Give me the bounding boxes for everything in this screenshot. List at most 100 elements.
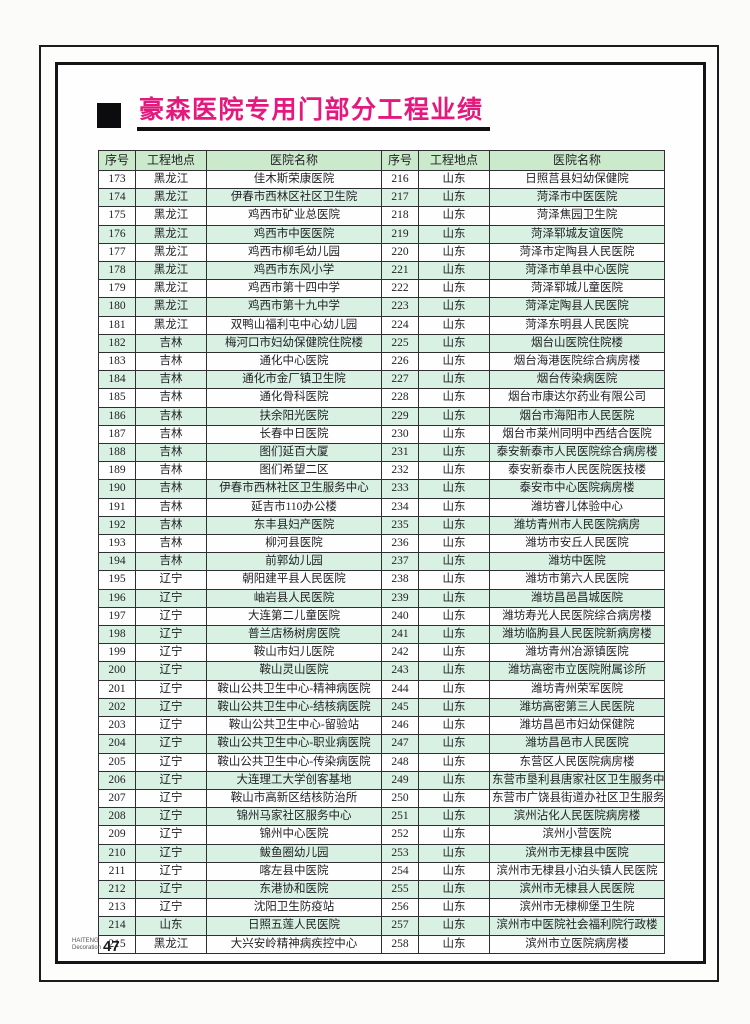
title-bullet-square — [97, 103, 121, 128]
serial-cell: 211 — [98, 861, 136, 881]
hospital-cell: 潍坊高密市立医院附属诊所 — [489, 661, 665, 681]
header-location-right: 工程地点 — [418, 150, 490, 171]
hospital-cell: 东港协和医院 — [206, 879, 382, 900]
serial-cell: 224 — [381, 315, 419, 335]
hospital-cell: 沈阳卫生防疫站 — [206, 898, 382, 918]
serial-cell: 191 — [98, 497, 136, 517]
table-row: 192 吉林 东丰县妇产医院 235 山东 潍坊青州市人民医院病房 — [98, 515, 665, 536]
location-cell: 山东 — [418, 788, 490, 809]
hospital-cell: 通化市金厂镇卫生院 — [206, 370, 382, 390]
table-row: 173 黑龙江 佳木斯荣康医院 216 山东 日照莒县妇幼保健院 — [98, 169, 665, 190]
serial-cell: 250 — [381, 788, 419, 809]
serial-cell: 231 — [381, 443, 419, 463]
table-row: 191 吉林 延吉市110办公楼 234 山东 潍坊睿儿体验中心 — [98, 497, 665, 517]
table-row: 188 吉林 图们延百大厦 231 山东 泰安新泰市人民医院综合病房楼 — [98, 443, 665, 463]
hospital-cell: 烟台海港医院综合病房楼 — [489, 352, 665, 372]
serial-cell: 254 — [381, 861, 419, 881]
table-row: 177 黑龙江 鸡西市柳毛幼儿园 220 山东 菏泽市定陶县人民医院 — [98, 242, 665, 263]
serial-cell: 207 — [98, 788, 136, 809]
location-cell: 山东 — [418, 843, 490, 863]
serial-cell: 228 — [381, 388, 419, 408]
serial-cell: 177 — [98, 242, 136, 263]
location-cell: 吉林 — [135, 552, 207, 572]
hospital-cell: 日照莒县妇幼保健院 — [489, 169, 665, 190]
hospital-cell: 前郭幼儿园 — [206, 552, 382, 572]
hospital-cell: 鞍山市高新区结核防治所 — [206, 788, 382, 809]
serial-cell: 241 — [381, 625, 419, 645]
table-row: 180 黑龙江 鸡西市第十九中学 223 山东 菏泽定陶县人民医院 — [98, 297, 665, 317]
hospital-cell: 鞍山公共卫生中心-传染病医院 — [206, 752, 382, 772]
serial-cell: 181 — [98, 315, 136, 335]
serial-cell: 242 — [381, 643, 419, 663]
hospital-cell: 锦州中心医院 — [206, 825, 382, 845]
hospital-cell: 潍坊睿儿体验中心 — [489, 497, 665, 517]
serial-cell: 184 — [98, 370, 136, 390]
location-cell: 辽宁 — [135, 825, 207, 845]
table-row: 175 黑龙江 鸡西市矿业总医院 218 山东 菏泽焦园卫生院 — [98, 206, 665, 226]
location-cell: 黑龙江 — [135, 315, 207, 335]
header-hospital-left: 医院名称 — [206, 150, 382, 171]
hospital-cell: 鸡西市柳毛幼儿园 — [206, 242, 382, 263]
hospital-cell: 潍坊昌邑市人民医院 — [489, 734, 665, 754]
location-cell: 吉林 — [135, 370, 207, 390]
serial-cell: 253 — [381, 843, 419, 863]
table-row: 211 辽宁 喀左县中医院 254 山东 滨州市无棣县小泊头镇人民医院 — [98, 861, 665, 881]
serial-cell: 193 — [98, 534, 136, 554]
hospital-cell: 菏泽郓城友谊医院 — [489, 224, 665, 244]
table-row: 208 辽宁 锦州马家社区服务中心 251 山东 滨州沾化人民医院病房楼 — [98, 807, 665, 827]
page-title: 豪森医院专用门部分工程业绩 — [137, 97, 490, 131]
location-cell: 山东 — [418, 643, 490, 663]
table-row: 213 辽宁 沈阳卫生防疫站 256 山东 滨州市无棣柳堡卫生院 — [98, 898, 665, 918]
brand-logo: HAITENG Decoration — [72, 938, 101, 952]
hospital-cell: 图们希望二区 — [206, 461, 382, 481]
serial-cell: 197 — [98, 606, 136, 627]
location-cell: 山东 — [418, 206, 490, 226]
table-row: 176 黑龙江 鸡西市中医医院 219 山东 菏泽郓城友谊医院 — [98, 224, 665, 244]
serial-cell: 179 — [98, 279, 136, 299]
serial-cell: 202 — [98, 697, 136, 718]
location-cell: 山东 — [418, 279, 490, 299]
table-row: 204 辽宁 鞍山公共卫生中心-职业病医院 247 山东 潍坊昌邑市人民医院 — [98, 734, 665, 754]
location-cell: 辽宁 — [135, 697, 207, 718]
table-body: 173 黑龙江 佳木斯荣康医院 216 山东 日照莒县妇幼保健院 174 黑龙江… — [98, 169, 665, 954]
serial-cell: 212 — [98, 879, 136, 900]
location-cell: 山东 — [418, 479, 490, 499]
serial-cell: 216 — [381, 169, 419, 190]
location-cell: 山东 — [418, 807, 490, 827]
table-row: 186 吉林 扶余阳光医院 229 山东 烟台市海阳市人民医院 — [98, 406, 665, 426]
serial-cell: 255 — [381, 879, 419, 900]
table-row: 185 吉林 通化骨科医院 228 山东 烟台市康达尔药业有限公司 — [98, 388, 665, 408]
serial-cell: 222 — [381, 279, 419, 299]
location-cell: 吉林 — [135, 497, 207, 517]
hospital-cell: 长春中日医院 — [206, 424, 382, 445]
table-header-row: 序号 工程地点 医院名称 序号 工程地点 医院名称 — [98, 150, 665, 171]
hospital-cell: 东营市广饶县街道办社区卫生服务中心 — [489, 788, 665, 809]
hospital-cell: 滨州市立医院病房楼 — [489, 934, 665, 954]
hospital-cell: 潍坊市第六人民医院 — [489, 570, 665, 590]
serial-cell: 195 — [98, 570, 136, 590]
location-cell: 山东 — [418, 934, 490, 954]
hospital-cell: 图们延百大厦 — [206, 443, 382, 463]
serial-cell: 190 — [98, 479, 136, 499]
location-cell: 辽宁 — [135, 588, 207, 608]
location-cell: 山东 — [418, 370, 490, 390]
location-cell: 山东 — [418, 661, 490, 681]
serial-cell: 209 — [98, 825, 136, 845]
location-cell: 吉林 — [135, 388, 207, 408]
table-row: 182 吉林 梅河口市妇幼保健院住院楼 225 山东 烟台山医院住院楼 — [98, 333, 665, 354]
serial-cell: 249 — [381, 770, 419, 790]
serial-cell: 256 — [381, 898, 419, 918]
serial-cell: 185 — [98, 388, 136, 408]
serial-cell: 220 — [381, 242, 419, 263]
hospital-cell: 梅河口市妇幼保健院住院楼 — [206, 333, 382, 354]
header-hospital-right: 医院名称 — [489, 150, 665, 171]
serial-cell: 243 — [381, 661, 419, 681]
hospital-cell: 鲅鱼圈幼儿园 — [206, 843, 382, 863]
header-serial-right: 序号 — [381, 150, 419, 171]
hospital-cell: 烟台山医院住院楼 — [489, 333, 665, 354]
location-cell: 山东 — [418, 261, 490, 281]
location-cell: 山东 — [418, 916, 490, 936]
location-cell: 山东 — [418, 333, 490, 354]
location-cell: 山东 — [418, 606, 490, 627]
serial-cell: 201 — [98, 679, 136, 699]
